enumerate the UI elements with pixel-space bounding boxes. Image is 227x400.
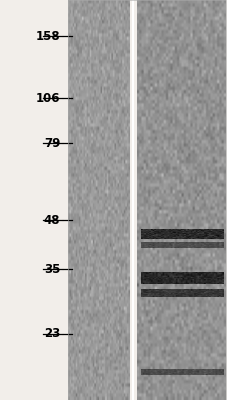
- Text: 35: 35: [44, 263, 60, 276]
- Text: 158: 158: [36, 30, 60, 43]
- Text: 23: 23: [44, 328, 60, 340]
- Bar: [0, 0, 68, 400]
- Bar: [68, 0, 225, 400]
- Text: 106: 106: [36, 92, 60, 104]
- Text: 48: 48: [44, 214, 60, 227]
- Text: 79: 79: [44, 137, 60, 150]
